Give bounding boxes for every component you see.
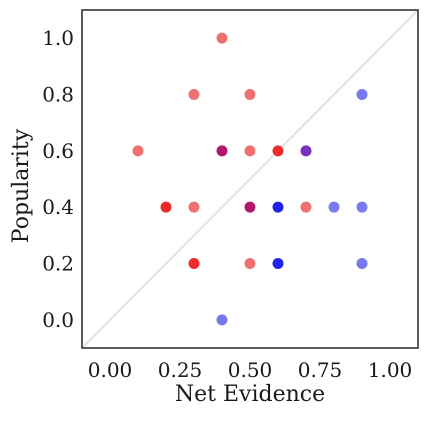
- data-point: [272, 201, 284, 213]
- x-axis-ticks: 0.00 0.25 0.50 0.75 1.00: [88, 358, 413, 382]
- x-tick-label: 0.75: [298, 358, 343, 382]
- x-axis-label: Net Evidence: [175, 382, 325, 407]
- x-tick-label: 1.00: [368, 358, 413, 382]
- x-tick-label: 0.00: [88, 358, 133, 382]
- data-point: [160, 201, 172, 213]
- data-point: [216, 145, 228, 157]
- data-point: [300, 145, 312, 157]
- plot-frame: [81, 9, 419, 349]
- data-point: [272, 145, 284, 157]
- data-point: [188, 201, 200, 213]
- y-tick-label: 0.6: [42, 139, 74, 163]
- data-point: [216, 32, 228, 44]
- data-point: [328, 201, 340, 213]
- y-tick-label: 0.0: [42, 308, 74, 332]
- data-point: [188, 89, 200, 100]
- data-points: [132, 32, 368, 326]
- y-axis-label: Popularity: [9, 128, 34, 243]
- x-tick-label: 0.25: [158, 358, 203, 382]
- data-point: [272, 258, 284, 269]
- y-tick-label: 0.2: [42, 252, 74, 276]
- data-point: [244, 201, 256, 213]
- data-point: [244, 89, 256, 100]
- y-tick-label: 0.8: [42, 83, 74, 107]
- y-tick-label: 0.4: [42, 195, 74, 219]
- plot-area: [81, 9, 419, 349]
- data-point: [356, 201, 368, 213]
- data-point: [356, 89, 368, 100]
- data-point: [216, 314, 228, 326]
- y-axis-ticks: 0.0 0.2 0.4 0.6 0.8 1.0: [42, 26, 74, 332]
- y-tick-label: 1.0: [42, 26, 74, 50]
- data-point: [300, 201, 312, 213]
- data-point: [188, 258, 200, 269]
- data-point: [244, 145, 256, 157]
- data-point: [356, 258, 368, 269]
- data-point: [244, 258, 256, 269]
- reference-diagonal-line: [82, 10, 418, 348]
- data-point: [132, 145, 144, 157]
- x-tick-label: 0.50: [228, 358, 273, 382]
